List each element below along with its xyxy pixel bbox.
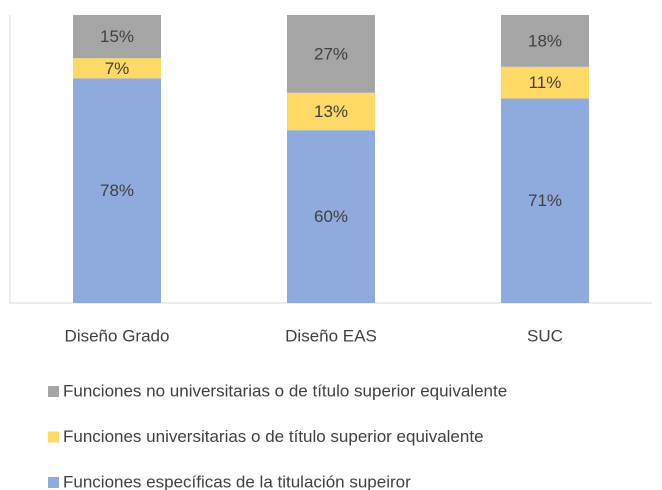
legend-swatch <box>48 431 59 443</box>
bar-segment <box>287 92 375 131</box>
bar-segment <box>501 98 589 304</box>
bar-segment <box>287 130 375 303</box>
legend-label: Funciones no universitarias o de título … <box>63 381 507 400</box>
bar-segment <box>73 58 161 79</box>
data-label: 78% <box>100 181 134 200</box>
bar-segment <box>73 15 161 59</box>
x-tick-label: Diseño Grado <box>65 326 170 345</box>
data-label: 15% <box>100 27 134 46</box>
bar-segment <box>501 66 589 99</box>
bar-segment <box>501 15 589 67</box>
bar-segment <box>73 78 161 303</box>
x-tick-label: Diseño EAS <box>285 326 377 345</box>
legend-label: Funciones universitarias o de título sup… <box>63 427 484 446</box>
legend-label: Funciones específicas de la titulación s… <box>63 472 411 490</box>
legend-swatch <box>48 477 59 488</box>
data-label: 60% <box>314 207 348 226</box>
data-label: 11% <box>529 73 562 92</box>
data-label: 18% <box>528 31 562 50</box>
legend-swatch <box>48 386 59 397</box>
data-label: 7% <box>105 59 130 78</box>
bar-segment <box>287 15 375 93</box>
x-tick-label: SUC <box>527 326 563 345</box>
data-label: 27% <box>314 44 348 63</box>
data-label: 13% <box>314 102 348 121</box>
data-label: 71% <box>528 191 562 210</box>
